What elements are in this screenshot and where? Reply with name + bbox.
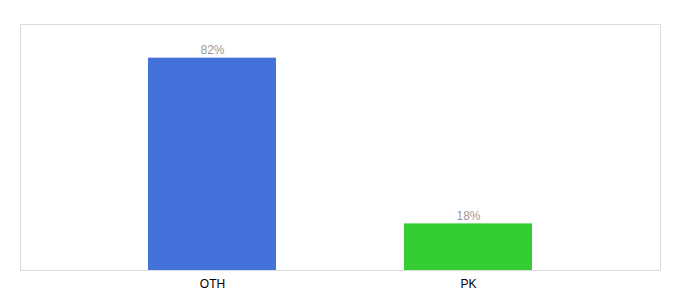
svg-text:PK: PK [460,277,476,291]
svg-text:82%: 82% [200,43,224,57]
svg-text:18%: 18% [456,209,480,223]
svg-text:OTH: OTH [200,277,225,291]
